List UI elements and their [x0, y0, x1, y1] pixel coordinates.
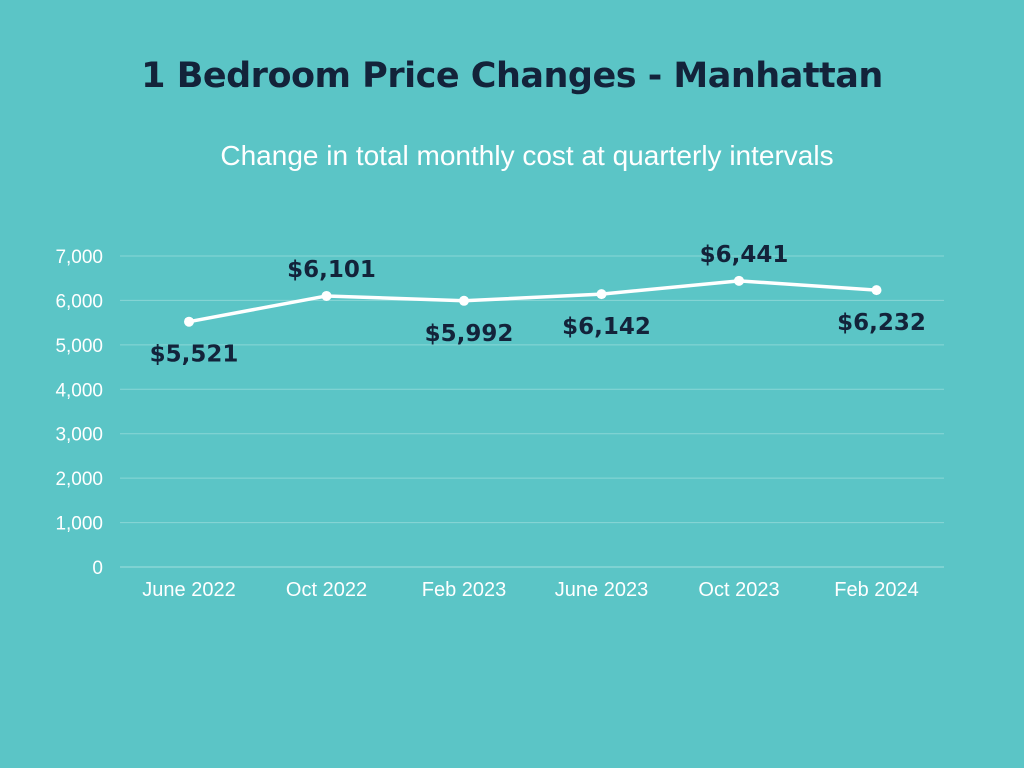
x-tick-label: Oct 2023 — [698, 579, 779, 601]
data-label: $6,101 — [287, 257, 376, 283]
y-tick-label: 2,000 — [55, 469, 103, 490]
y-tick-label: 3,000 — [55, 425, 103, 446]
data-labels: $5,521 $6,101 $5,992 $6,142 $6,441 $6,232 — [150, 242, 926, 368]
y-tick-label: 1,000 — [55, 514, 103, 535]
series-line-path — [187, 279, 879, 324]
x-tick-label: June 2023 — [555, 579, 648, 601]
data-point — [184, 316, 194, 327]
data-label: $5,992 — [425, 321, 514, 347]
x-tick-label: Feb 2024 — [834, 579, 919, 601]
data-point — [734, 275, 744, 286]
gridlines — [120, 255, 944, 568]
chart-subtitle: Change in total monthly cost at quarterl… — [220, 140, 834, 171]
data-label: $6,232 — [837, 310, 926, 336]
chart-title: 1 Bedroom Price Changes - Manhattan — [141, 56, 883, 96]
y-tick-label: 0 — [92, 558, 103, 579]
x-tick-label: Oct 2022 — [286, 579, 367, 601]
x-axis-tick-labels: June 2022 Oct 2022 Feb 2023 June 2023 Oct 20… — [142, 579, 918, 601]
x-tick-label: Feb 2023 — [422, 579, 507, 601]
data-label: $5,521 — [150, 342, 239, 368]
data-label: $6,441 — [700, 242, 789, 268]
y-tick-label: 6,000 — [55, 291, 103, 312]
data-point — [596, 289, 607, 300]
data-points — [184, 275, 882, 327]
y-axis-tick-labels: 0 1,000 2,000 3,000 4,000 5,000 6,000 7,000 — [55, 247, 103, 579]
y-tick-label: 5,000 — [55, 336, 103, 357]
data-point — [459, 295, 469, 306]
x-tick-label: June 2022 — [142, 579, 235, 601]
y-tick-label: 7,000 — [55, 247, 103, 268]
y-tick-label: 4,000 — [55, 380, 103, 401]
series-line — [187, 279, 879, 324]
data-label: $6,142 — [562, 314, 651, 340]
data-point — [321, 290, 332, 301]
data-point — [871, 285, 882, 296]
